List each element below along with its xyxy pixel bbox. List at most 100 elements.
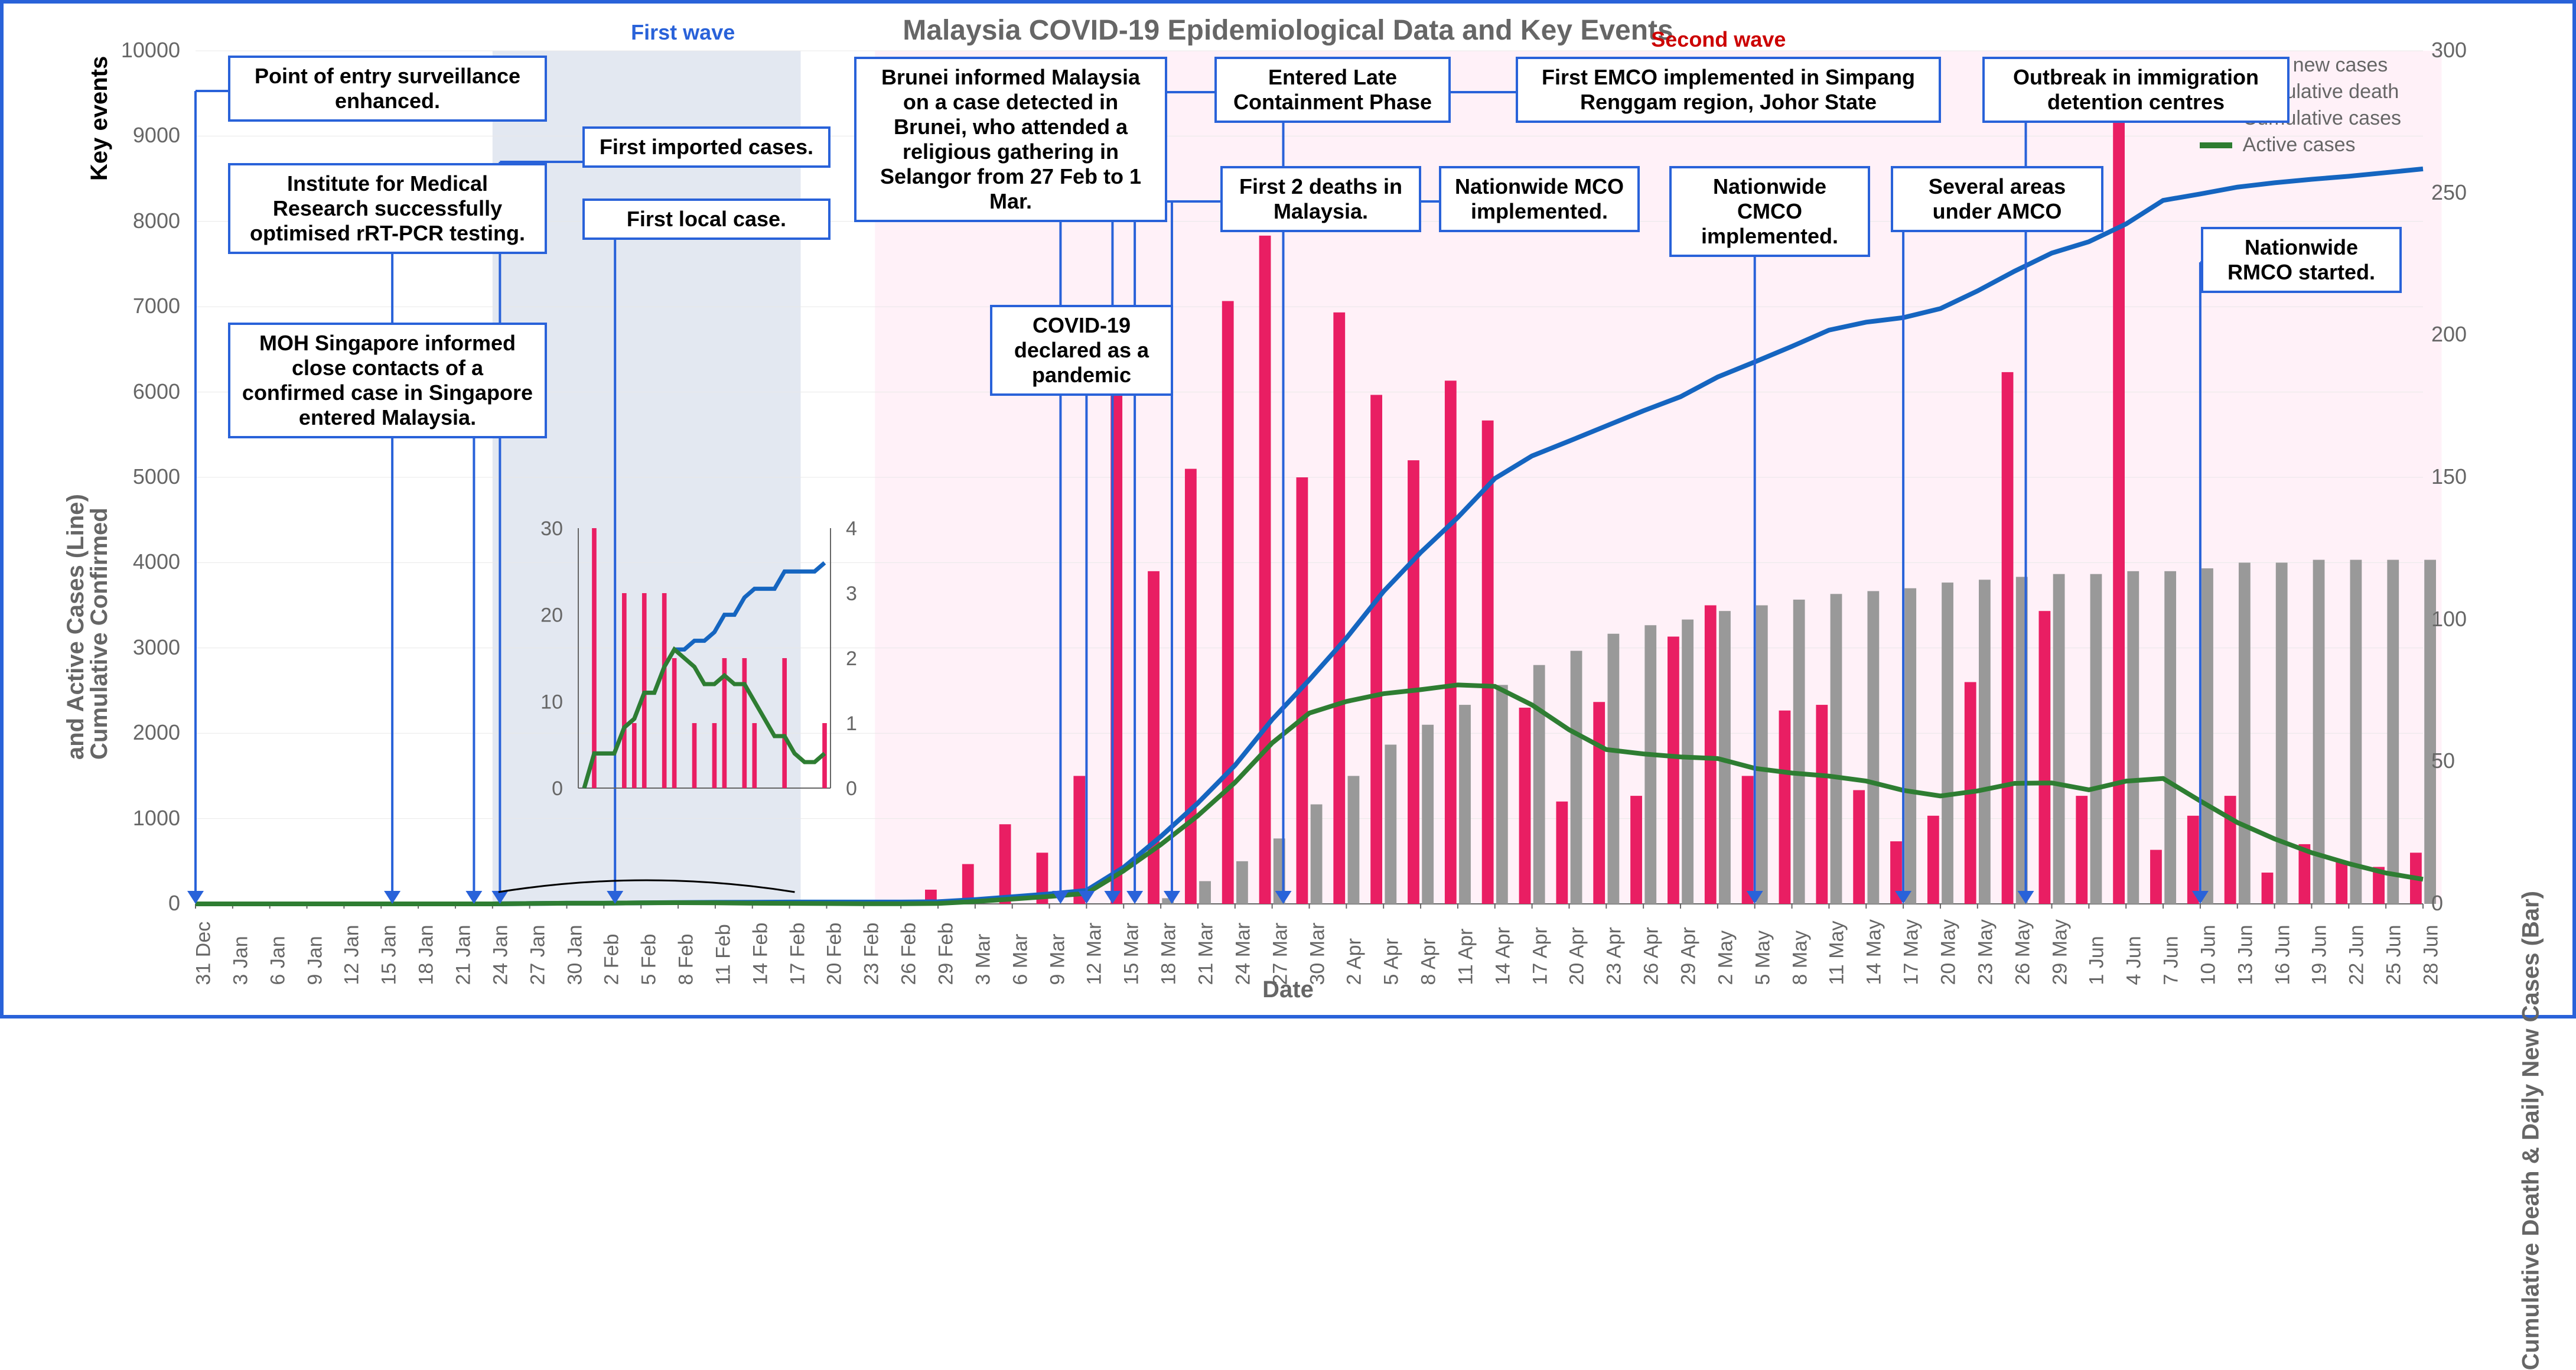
x-tick: 11 Apr (1454, 929, 1477, 985)
x-tick: 11 May (1826, 921, 1849, 985)
x-tick: 15 Jan (378, 925, 401, 985)
svg-text:0: 0 (846, 777, 857, 800)
x-tick: 5 Apr (1380, 938, 1403, 985)
event-box: Brunei informed Malaysia on a case detec… (854, 57, 1167, 222)
x-tick: 20 Feb (823, 923, 846, 985)
x-tick: 17 May (1900, 919, 1923, 985)
right-tick: 0 (2431, 891, 2443, 916)
x-tick: 11 Feb (712, 924, 735, 985)
x-tick: 25 Jun (2383, 925, 2406, 985)
legend-item-active: Active cases (2200, 134, 2401, 157)
event-box: First imported cases. (582, 126, 831, 168)
event-box: First local case. (582, 198, 831, 240)
event-box: COVID-19 declared as a pandemic (990, 305, 1173, 396)
left-tick: 9000 (133, 123, 180, 148)
svg-text:3: 3 (846, 583, 857, 605)
x-tick: 2 Apr (1343, 938, 1366, 985)
x-tick: 24 Jan (489, 925, 512, 985)
right-tick: 50 (2431, 749, 2455, 773)
event-box: Several areas under AMCO (1891, 166, 2103, 232)
right-tick: 300 (2431, 38, 2467, 63)
x-tick: 3 Mar (972, 934, 995, 985)
left-tick: 7000 (133, 294, 180, 318)
event-box: Entered Late Containment Phase (1214, 57, 1451, 123)
x-tick: 8 Apr (1418, 938, 1441, 985)
event-box: First EMCO implemented in Simpang Rengga… (1516, 57, 1941, 123)
x-tick: 26 May (2011, 919, 2034, 985)
x-tick: 20 Apr (1566, 927, 1589, 985)
svg-text:10: 10 (540, 691, 563, 713)
x-tick: 26 Feb (898, 923, 921, 985)
event-box: Nationwide MCO implemented. (1439, 166, 1640, 232)
left-tick: 2000 (133, 720, 180, 745)
x-tick: 26 Apr (1640, 927, 1663, 985)
event-box: MOH Singapore informed close contacts of… (228, 323, 547, 438)
right-tick: 200 (2431, 322, 2467, 347)
event-box: Institute for Medical Research successfu… (228, 163, 547, 254)
left-tick: 3000 (133, 635, 180, 660)
left-tick: 4000 (133, 549, 180, 574)
x-tick: 7 Jun (2160, 936, 2183, 985)
x-tick: 20 May (1937, 919, 1960, 985)
main-plot-svg: 010203001234 (4, 4, 2572, 1015)
right-tick: 150 (2431, 464, 2467, 489)
x-tick: 29 Apr (1678, 927, 1701, 985)
x-tick: 18 Jan (415, 925, 438, 985)
x-tick: 17 Feb (786, 923, 809, 985)
x-tick: 5 May (1751, 930, 1774, 985)
x-tick: 19 Jun (2308, 925, 2331, 985)
x-tick: 30 Jan (564, 925, 587, 985)
event-box: Point of entry surveillance enhanced. (228, 56, 547, 122)
x-tick: 13 Jun (2234, 925, 2257, 985)
x-tick: 16 Jun (2271, 925, 2294, 985)
x-tick: 30 Mar (1306, 923, 1329, 985)
x-tick: 23 Apr (1603, 927, 1626, 985)
x-tick: 12 Jan (341, 925, 364, 985)
left-tick: 1000 (133, 806, 180, 831)
x-tick: 9 Mar (1046, 934, 1069, 985)
x-tick: 6 Jan (266, 936, 289, 985)
x-tick: 2 Feb (601, 934, 624, 985)
x-tick: 12 Mar (1083, 923, 1106, 985)
x-tick: 8 Feb (675, 934, 698, 985)
x-tick: 2 May (1714, 930, 1737, 985)
x-tick: 6 Mar (1009, 934, 1032, 985)
right-tick: 250 (2431, 180, 2467, 205)
svg-text:2: 2 (846, 647, 857, 670)
svg-text:0: 0 (552, 777, 563, 800)
svg-text:20: 20 (540, 604, 563, 627)
x-tick: 22 Jun (2346, 925, 2369, 985)
x-tick: 27 Jan (526, 925, 549, 985)
x-tick: 23 Feb (861, 923, 884, 985)
x-tick: 29 May (2049, 919, 2072, 985)
x-tick: 9 Jan (304, 936, 327, 985)
x-tick: 5 Feb (638, 934, 661, 985)
svg-text:30: 30 (540, 518, 563, 540)
event-box: Outbreak in immigration detention centre… (1982, 57, 2290, 123)
left-tick: 0 (168, 891, 180, 916)
x-tick: 28 Jun (2420, 925, 2443, 985)
x-tick: 17 Apr (1529, 927, 1552, 985)
chart-container: Malaysia COVID-19 Epidemiological Data a… (0, 0, 2576, 1018)
x-tick: 27 Mar (1269, 923, 1292, 985)
x-tick: 15 Mar (1121, 923, 1144, 985)
event-box: Nationwide CMCO implemented. (1669, 166, 1870, 257)
x-tick: 14 May (1863, 919, 1886, 985)
x-tick: 3 Jan (229, 936, 252, 985)
x-tick: 24 Mar (1232, 923, 1255, 985)
event-box: Nationwide RMCO started. (2201, 227, 2402, 293)
x-tick: 29 Feb (935, 923, 958, 985)
left-tick: 10000 (121, 38, 180, 63)
x-tick: 4 Jun (2123, 936, 2146, 985)
left-tick: 6000 (133, 379, 180, 404)
x-tick: 31 Dec (193, 922, 216, 985)
x-tick: 10 Jun (2197, 925, 2220, 985)
x-tick: 23 May (1974, 919, 1997, 985)
right-tick: 100 (2431, 607, 2467, 632)
event-box: First 2 deaths in Malaysia. (1220, 166, 1421, 232)
svg-text:4: 4 (846, 518, 857, 540)
svg-text:1: 1 (846, 712, 857, 735)
x-tick: 21 Mar (1194, 923, 1217, 985)
left-tick: 5000 (133, 464, 180, 489)
x-tick: 1 Jun (2086, 936, 2109, 985)
